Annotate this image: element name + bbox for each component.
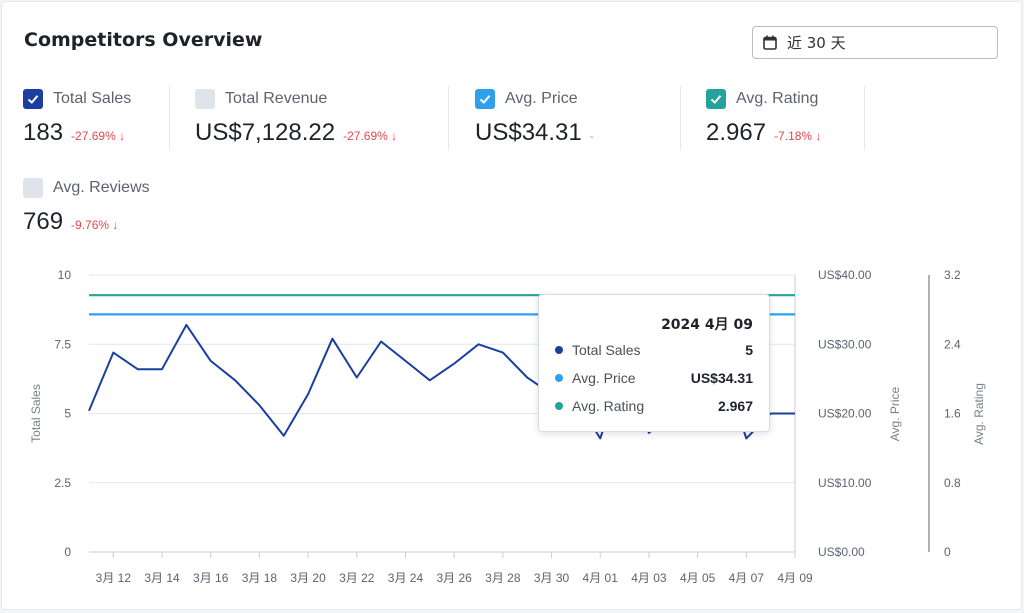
calendar-icon	[763, 35, 777, 50]
x-tick-label: 3月 12	[96, 571, 132, 585]
arrow-down-icon: ↓	[112, 218, 119, 232]
checkbox-unchecked-icon[interactable]	[23, 178, 43, 198]
metric-label: Total Revenue	[225, 90, 328, 107]
x-tick-label: 4月 01	[583, 571, 619, 585]
divider	[448, 86, 449, 150]
x-tick-label: 3月 18	[242, 571, 278, 585]
metric-value: US$7,128.22	[195, 119, 336, 146]
x-tick-label: 4月 09	[777, 571, 813, 585]
page-title: Competitors Overview	[24, 29, 263, 51]
metric-delta: -9.76% ↓	[71, 218, 119, 232]
metric-total-sales: Total Sales 183 -27.69% ↓	[23, 89, 131, 147]
metric-value: 769	[23, 208, 64, 235]
metric-delta: -	[589, 129, 594, 143]
arrow-down-icon: ↓	[391, 129, 398, 143]
x-tick-label: 3月 20	[290, 571, 326, 585]
x-tick-label: 3月 26	[436, 571, 472, 585]
tooltip-row-name: Avg. Rating	[572, 398, 645, 414]
tooltip-row-name: Total Sales	[572, 342, 641, 358]
date-range-picker[interactable]: 近 30 天	[752, 26, 998, 59]
x-tick-label: 4月 03	[631, 571, 667, 585]
tooltip-row-avg-price: Avg. Price US$34.31	[555, 368, 753, 388]
metric-toggle-avg-price[interactable]: Avg. Price	[475, 89, 594, 109]
metric-toggle-avg-rating[interactable]: Avg. Rating	[706, 89, 821, 109]
series-dot-icon	[555, 374, 563, 382]
y-left-tick-label: 5	[64, 407, 71, 421]
divider	[680, 86, 681, 150]
arrow-down-icon: ↓	[815, 129, 822, 143]
metric-delta: -27.69% ↓	[71, 129, 126, 143]
metric-total-revenue: Total Revenue US$7,128.22 -27.69% ↓	[195, 89, 397, 147]
metric-value: 2.967	[706, 119, 767, 146]
tooltip-row-name: Avg. Price	[572, 370, 636, 386]
x-tick-label: 3月 28	[485, 571, 521, 585]
metric-label: Total Sales	[53, 90, 132, 107]
y-right-rating-tick-label: 3.2	[944, 268, 961, 282]
metric-avg-price: Avg. Price US$34.31 -	[475, 89, 594, 147]
x-tick-label: 4月 05	[680, 571, 716, 585]
chart-tooltip: 2024 4月 09 Total Sales 5 Avg. Price US$3…	[538, 294, 770, 432]
y-left-tick-label: 10	[58, 268, 72, 282]
tooltip-row-avg-rating: Avg. Rating 2.967	[555, 396, 753, 416]
metric-label: Avg. Reviews	[53, 179, 150, 196]
tooltip-row-value: 5	[745, 342, 753, 358]
y-right-rating-tick-label: 0	[944, 545, 951, 559]
y-left-axis-title: Total Sales	[29, 384, 43, 443]
y-left-tick-label: 7.5	[54, 337, 71, 351]
y-right-price-tick-label: US$30.00	[818, 337, 872, 351]
y-right-price-tick-label: US$20.00	[818, 407, 872, 421]
checkbox-checked-icon[interactable]	[475, 89, 495, 109]
metric-label: Avg. Rating	[736, 90, 819, 107]
checkbox-unchecked-icon[interactable]	[195, 89, 215, 109]
x-tick-label: 3月 30	[534, 571, 570, 585]
tooltip-row-total-sales: Total Sales 5	[555, 340, 753, 360]
metric-avg-reviews: Avg. Reviews 769 -9.76% ↓	[23, 178, 150, 236]
y-right-price-axis-title: Avg. Price	[888, 386, 902, 441]
y-right-rating-tick-label: 1.6	[944, 407, 961, 421]
series-dot-icon	[555, 402, 563, 410]
x-tick-label: 4月 07	[729, 571, 765, 585]
divider	[864, 86, 865, 150]
y-right-rating-tick-label: 2.4	[944, 337, 961, 351]
metric-toggle-avg-reviews[interactable]: Avg. Reviews	[23, 178, 150, 198]
x-tick-label: 3月 14	[144, 571, 180, 585]
tooltip-row-value: 2.967	[717, 398, 753, 414]
metric-avg-rating: Avg. Rating 2.967 -7.18% ↓	[706, 89, 821, 147]
y-right-price-tick-label: US$10.00	[818, 476, 872, 490]
arrow-down-icon: ↓	[119, 129, 126, 143]
series-dot-icon	[555, 346, 563, 354]
date-range-label: 近 30 天	[787, 34, 846, 52]
metric-delta: -7.18% ↓	[774, 129, 822, 143]
metric-toggle-total-sales[interactable]: Total Sales	[23, 89, 131, 109]
y-right-price-tick-label: US$40.00	[818, 268, 872, 282]
tooltip-date: 2024 4月 09	[661, 317, 753, 333]
x-tick-label: 3月 22	[339, 571, 375, 585]
metric-value: 183	[23, 119, 64, 146]
x-tick-label: 3月 16	[193, 571, 229, 585]
divider	[169, 86, 170, 150]
x-tick-label: 3月 24	[388, 571, 424, 585]
checkbox-checked-icon[interactable]	[706, 89, 726, 109]
y-right-price-tick-label: US$0.00	[818, 545, 865, 559]
metric-delta: -27.69% ↓	[343, 129, 398, 143]
tooltip-row-value: US$34.31	[690, 370, 753, 386]
metric-label: Avg. Price	[505, 90, 578, 107]
y-left-tick-label: 0	[64, 545, 71, 559]
y-right-rating-tick-label: 0.8	[944, 476, 961, 490]
y-left-tick-label: 2.5	[54, 476, 71, 490]
metric-toggle-total-revenue[interactable]: Total Revenue	[195, 89, 397, 109]
metric-value: US$34.31	[475, 119, 582, 146]
y-right-rating-axis-title: Avg. Rating	[972, 383, 986, 445]
checkbox-checked-icon[interactable]	[23, 89, 43, 109]
